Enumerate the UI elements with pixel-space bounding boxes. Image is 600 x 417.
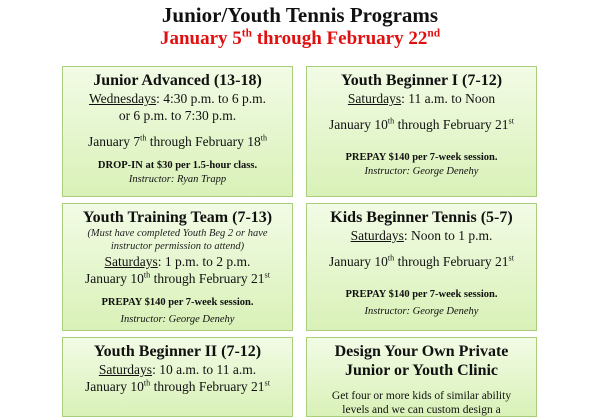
program-day: Saturdays <box>98 362 153 377</box>
program-time: : Noon to 1 p.m. <box>403 228 493 243</box>
program-time: : 11 a.m. to Noon <box>401 91 496 106</box>
program-day: Saturdays <box>104 254 158 269</box>
program-instructor: Instructor: Ryan Trapp <box>128 174 227 185</box>
program-youth-training-team: Youth Training Team (7-13) (Must have co… <box>62 203 293 331</box>
program-youth-beginner-2: Youth Beginner II (7-12) Saturdays: 10 a… <box>62 337 293 417</box>
program-youth-beginner-1: Youth Beginner I (7-12) Saturdays: 11 a.… <box>306 66 537 197</box>
program-description: Get four or more kids of similar ability… <box>331 390 512 416</box>
program-name: Design Your Own Private Junior or Youth … <box>334 343 509 379</box>
program-time: : 1 p.m. to 2 p.m. <box>157 254 251 269</box>
program-price: PREPAY $140 per 7-week session. <box>345 152 498 163</box>
program-instructor: Instructor: George Denehy <box>364 166 479 177</box>
program-time: : 10 a.m. to 11 a.m. <box>152 362 257 377</box>
page-subtitle: January 5th through February 22nd <box>159 27 441 49</box>
program-dates: January 10th through February 21st <box>329 116 514 132</box>
program-price: PREPAY $140 per 7-week session. <box>345 289 498 300</box>
program-price: DROP-IN at $30 per 1.5-hour class. <box>97 160 258 171</box>
program-note: (Must have completed Youth Beg 2 or have… <box>87 228 268 252</box>
program-time-alt: or 6 p.m. to 7:30 p.m. <box>118 108 237 123</box>
program-kids-beginner: Kids Beginner Tennis (5-7) Saturdays: No… <box>306 203 537 331</box>
program-day: Saturdays <box>347 91 402 106</box>
program-dates: January 10th through February 21st <box>85 378 270 394</box>
program-name: Kids Beginner Tennis (5-7) <box>330 209 513 226</box>
program-day: Wednesdays <box>88 91 157 106</box>
program-name: Youth Beginner II (7-12) <box>93 343 262 360</box>
program-instructor: Instructor: George Denehy <box>364 306 479 317</box>
program-dates: January 7th through February 18th <box>87 133 268 149</box>
program-dates: January 10th through February 21st <box>329 253 514 269</box>
program-day: Saturdays <box>350 228 404 243</box>
program-name: Junior Advanced (13-18) <box>93 72 262 89</box>
program-name: Youth Training Team (7-13) <box>82 209 273 226</box>
page-title: Junior/Youth Tennis Programs <box>161 3 439 27</box>
program-price: PREPAY $140 per 7-week session. <box>101 297 254 308</box>
program-private-clinic: Design Your Own Private Junior or Youth … <box>306 337 537 417</box>
program-time: : 4:30 p.m. to 6 p.m. <box>156 91 267 106</box>
program-name: Youth Beginner I (7-12) <box>340 72 503 89</box>
program-junior-advanced: Junior Advanced (13-18) Wednesdays: 4:30… <box>62 66 293 197</box>
program-dates: January 10th through February 21st <box>85 270 270 286</box>
program-instructor: Instructor: George Denehy <box>120 314 235 325</box>
